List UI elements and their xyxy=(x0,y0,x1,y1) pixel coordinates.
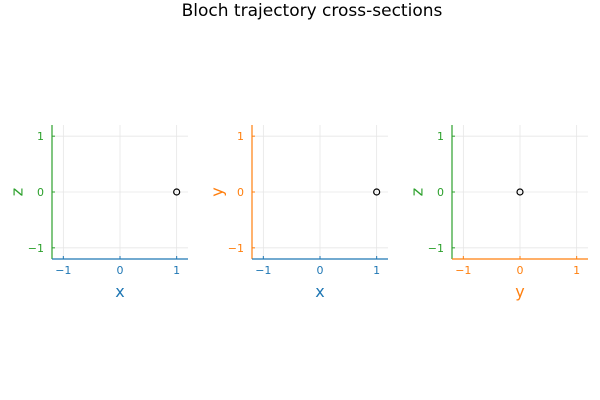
y-tick-label: 0 xyxy=(237,186,244,199)
x-tick-label: −1 xyxy=(55,264,71,277)
x-axis-label: y xyxy=(515,282,524,301)
x-tick-label: 1 xyxy=(373,264,380,277)
figure-title: Bloch trajectory cross-sections xyxy=(182,1,443,21)
x-tick-label: 0 xyxy=(317,264,324,277)
y-tick-label: 1 xyxy=(437,130,444,143)
y-tick-label: −1 xyxy=(428,242,444,255)
subplot-2: −1 0 1 −1 0 1 x y xyxy=(208,125,388,301)
y-axis-label: z xyxy=(408,188,427,196)
x-axis-label: x xyxy=(115,282,124,301)
x-tick-label: 0 xyxy=(517,264,524,277)
y-tick-label: 1 xyxy=(37,130,44,143)
subplot-1: −1 0 1 −1 0 1 x z xyxy=(8,125,188,301)
data-point-0 xyxy=(373,188,381,196)
x-tick-label: 1 xyxy=(173,264,180,277)
y-tick-label: 0 xyxy=(437,186,444,199)
y-tick-label: −1 xyxy=(28,242,44,255)
x-axis-label: x xyxy=(315,282,324,301)
y-tick-label: 1 xyxy=(237,130,244,143)
y-axis-label: z xyxy=(8,188,27,196)
subplot-3: −1 0 1 −1 0 1 y z xyxy=(408,125,588,301)
data-point-0 xyxy=(173,188,181,196)
x-tick-label: −1 xyxy=(455,264,471,277)
x-tick-label: 1 xyxy=(573,264,580,277)
y-tick-label: −1 xyxy=(228,242,244,255)
y-tick-label: 0 xyxy=(37,186,44,199)
subplot-panels: −1 0 1 −1 0 1 x z −1 0 1 −1 0 1 x y −1 0 1 −1 0 1 y z xyxy=(8,125,588,301)
data-point-0 xyxy=(516,188,524,196)
x-tick-label: −1 xyxy=(255,264,271,277)
y-axis-label: y xyxy=(208,187,227,196)
x-tick-label: 0 xyxy=(117,264,124,277)
